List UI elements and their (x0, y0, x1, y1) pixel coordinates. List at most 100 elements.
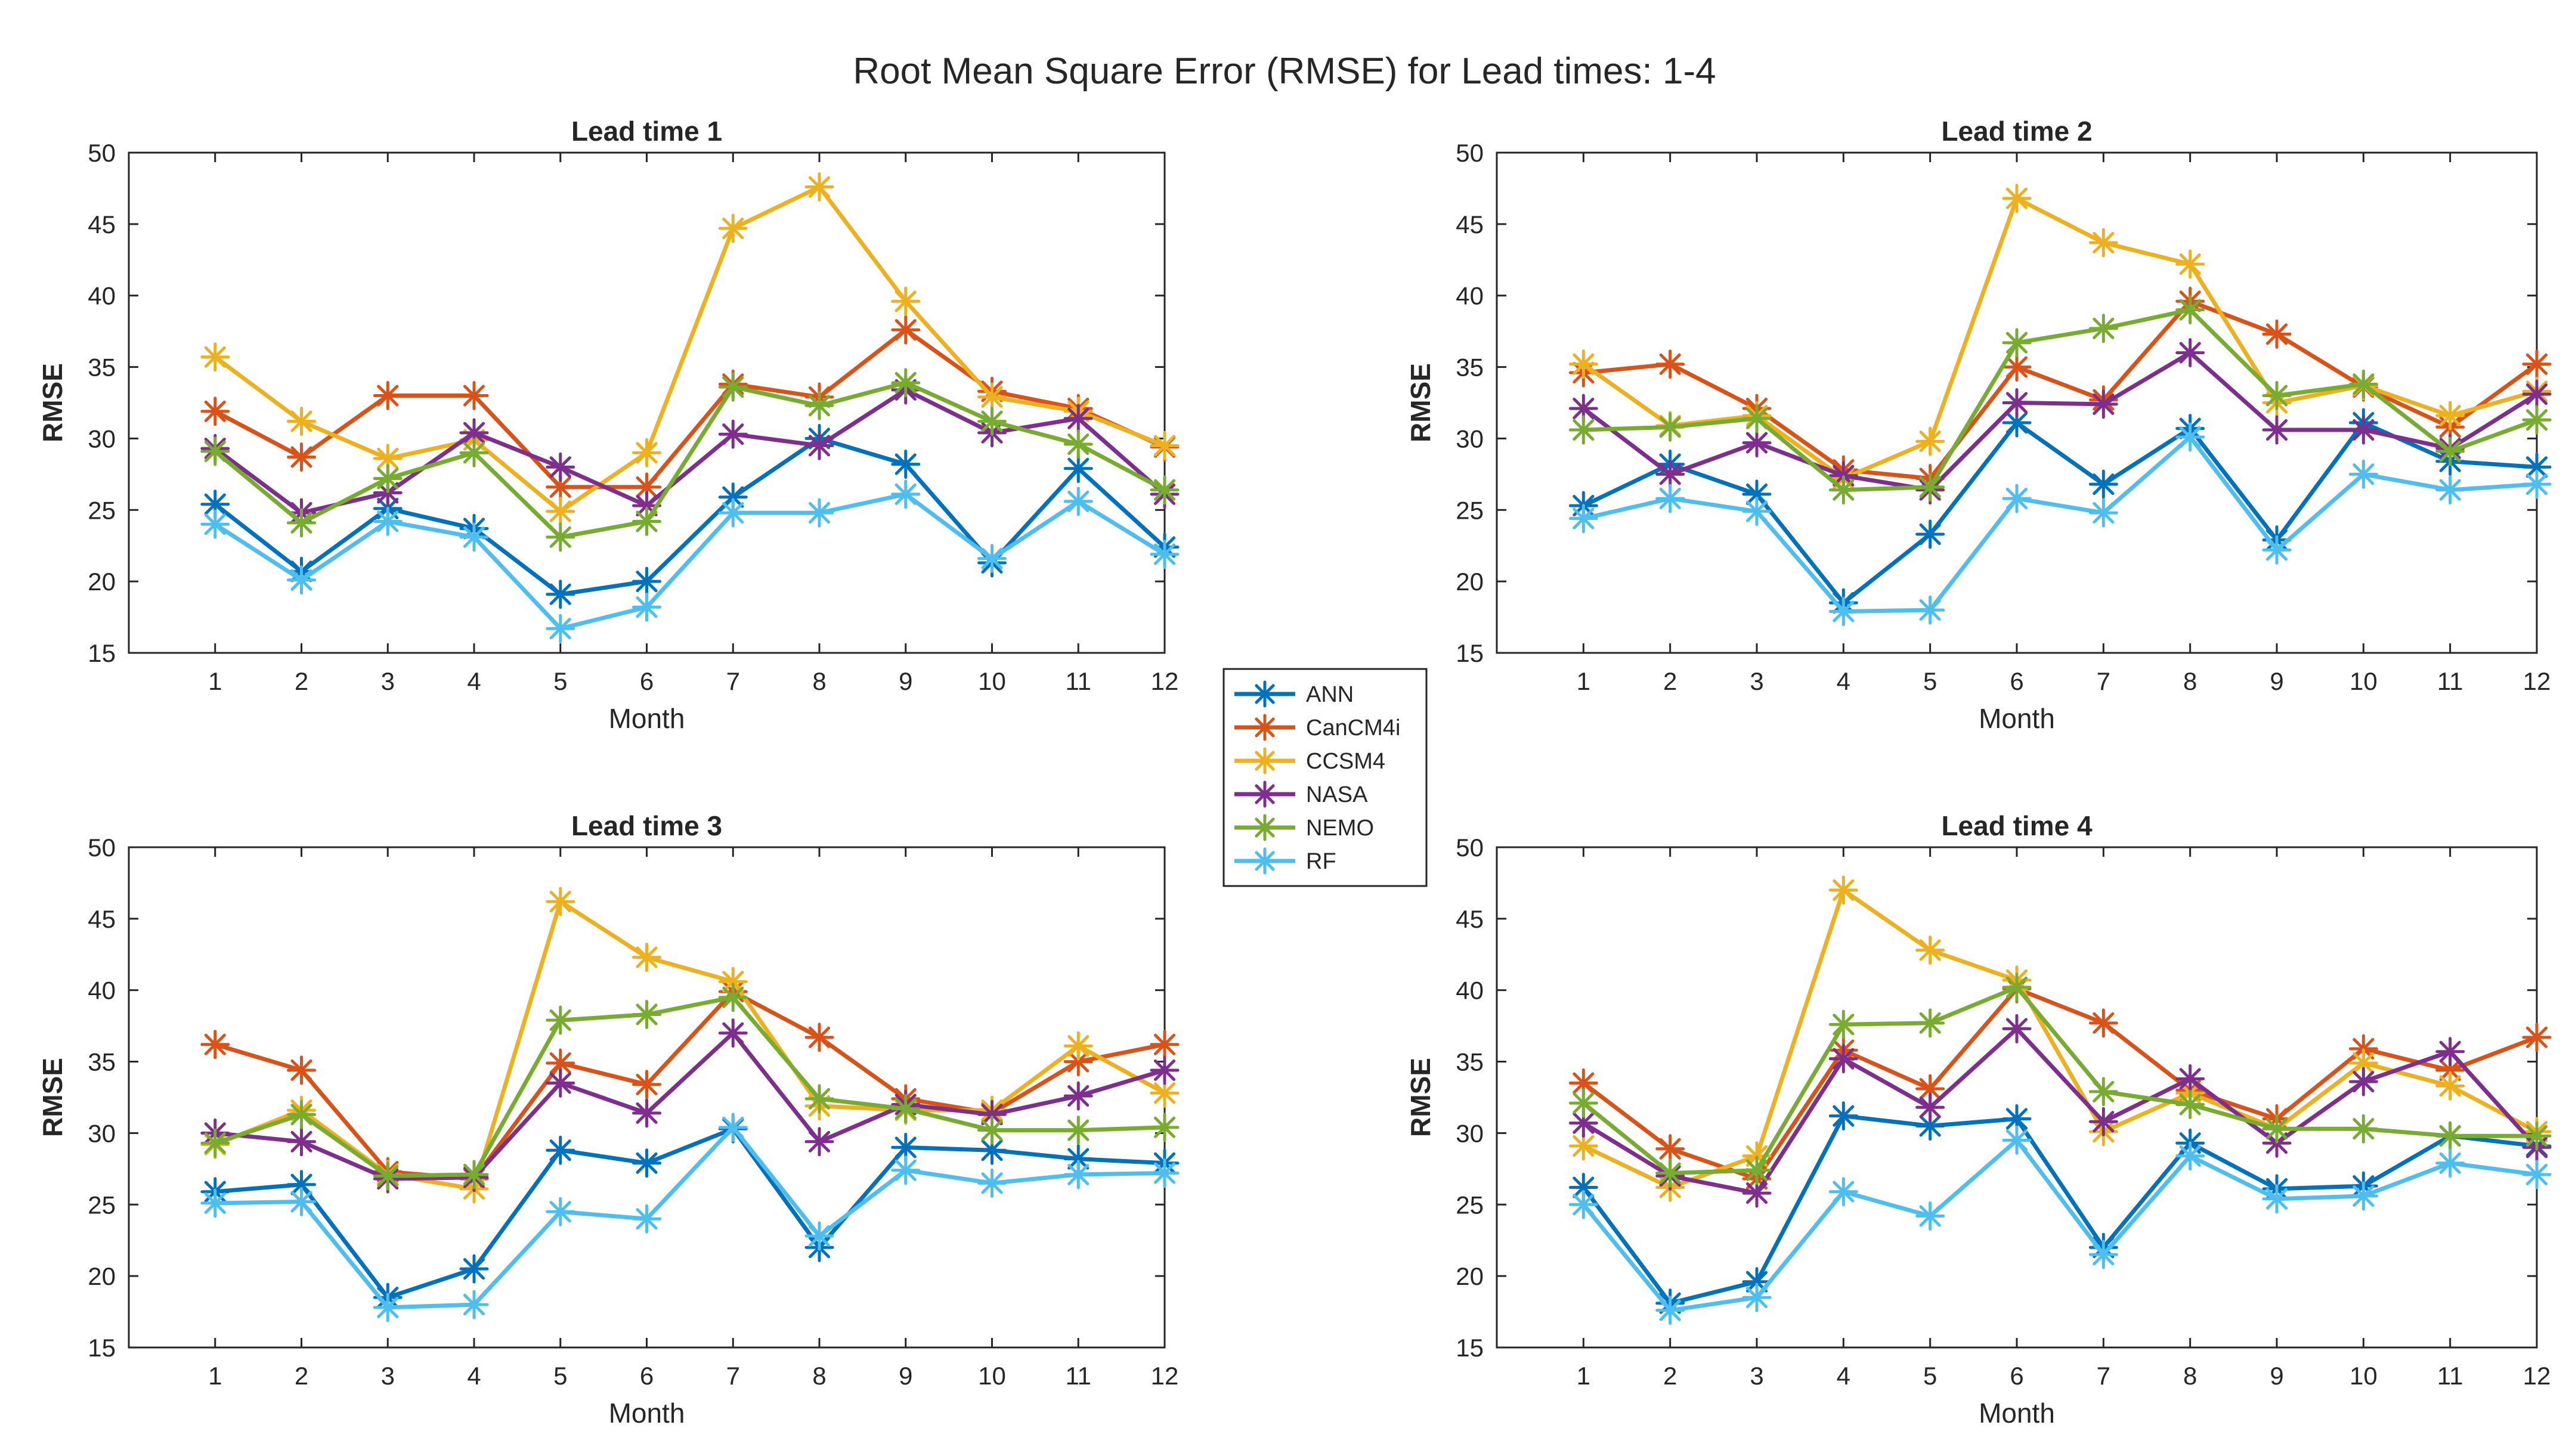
legend-entry-ccsm4[interactable]: CCSM4 (1234, 747, 1385, 775)
data-point-ccsm4 (2088, 228, 2118, 258)
data-point-nemo (632, 506, 661, 536)
data-point-nemo (2435, 436, 2465, 466)
data-point-nemo (2175, 1089, 2205, 1119)
data-point-rf (977, 544, 1007, 574)
data-point-nasa (1568, 394, 1598, 423)
series-line-nemo (213, 380, 1166, 540)
data-point-cancm4i (373, 381, 403, 411)
data-point-nemo (200, 1128, 230, 1158)
data-point-ann (1742, 479, 1772, 509)
data-point-nasa (1742, 428, 1772, 458)
y-tick-label: 15 (1456, 639, 1484, 667)
data-point-nemo (2522, 1121, 2552, 1151)
legend-label-ccsm4: CCSM4 (1306, 749, 1385, 774)
data-point-nemo (1655, 1158, 1685, 1188)
legend-entry-cancm4i[interactable]: CanCM4i (1234, 714, 1400, 741)
data-point-cancm4i (891, 315, 921, 345)
x-axis-label: Month (609, 703, 685, 734)
data-point-ccsm4 (2435, 1071, 2465, 1101)
legend-entry-rf[interactable]: RF (1234, 847, 1336, 875)
y-tick-label: 45 (1456, 210, 1484, 238)
data-point-ccsm4 (2175, 249, 2205, 279)
data-point-nasa (804, 1127, 834, 1157)
x-tick-label: 2 (295, 667, 308, 695)
x-tick-label: 7 (2097, 1362, 2110, 1390)
data-point-rf (1568, 1189, 1598, 1219)
data-point-rf (891, 479, 921, 509)
x-tick-label: 9 (2270, 1362, 2283, 1390)
data-point-rf (2262, 535, 2292, 565)
x-tick-label: 7 (726, 667, 740, 695)
data-point-nasa (718, 419, 748, 449)
series-line-ann (1581, 1114, 2537, 1306)
data-point-nemo (287, 508, 316, 538)
data-point-nasa (2175, 338, 2205, 368)
data-point-rf (1915, 1201, 1945, 1231)
x-tick-label: 8 (2183, 667, 2197, 695)
data-point-nasa (2435, 1037, 2465, 1067)
data-point-rf (2435, 1148, 2465, 1178)
data-point-nasa (1063, 404, 1093, 433)
y-tick-label: 50 (1456, 834, 1484, 862)
y-tick-label: 30 (1456, 1119, 1484, 1147)
series-cancm4i (200, 315, 1180, 502)
legend-label-rf: RF (1306, 849, 1336, 874)
data-point-cancm4i (200, 396, 230, 426)
y-tick-label: 25 (88, 496, 116, 524)
data-point-nemo (2348, 1114, 2378, 1144)
data-point-rf (2262, 1184, 2292, 1214)
x-tick-label: 6 (640, 1362, 654, 1390)
x-tick-label: 6 (2010, 667, 2023, 695)
series-line-rf (1581, 1138, 2537, 1313)
data-point-ccsm4 (1568, 349, 1598, 379)
y-tick-label: 40 (88, 977, 116, 1005)
legend-marker-ann (1251, 680, 1279, 708)
x-tick-label: 2 (1663, 1362, 1677, 1390)
data-point-nemo (459, 1160, 489, 1189)
data-point-nemo (546, 522, 575, 552)
data-point-rf (2002, 1125, 2032, 1155)
y-tick-label: 20 (1456, 568, 1484, 596)
series-rf (1568, 1125, 2552, 1325)
x-tick-label: 7 (726, 1362, 740, 1390)
x-tick-label: 9 (899, 1362, 912, 1390)
y-tick-label: 25 (1456, 496, 1484, 524)
y-tick-label: 30 (88, 425, 116, 453)
legend-marker-ccsm4 (1251, 747, 1279, 775)
data-point-rf (2348, 459, 2378, 489)
data-point-ann (1828, 1101, 1858, 1131)
legend-entry-nemo[interactable]: NEMO (1234, 814, 1374, 841)
series-rf (200, 1113, 1180, 1322)
data-point-nemo (1655, 412, 1685, 442)
legend-entry-nasa[interactable]: NASA (1234, 780, 1368, 808)
x-tick-label: 9 (899, 667, 912, 695)
x-tick-label: 1 (208, 667, 222, 695)
data-point-ann (1063, 454, 1093, 484)
data-point-rf (2348, 1181, 2378, 1211)
y-tick-label: 35 (88, 1048, 116, 1076)
data-point-cancm4i (632, 1070, 661, 1099)
y-tick-label: 20 (88, 568, 116, 596)
legend-marker-rf (1251, 847, 1279, 875)
data-point-rf (1742, 1282, 1772, 1312)
legend[interactable]: ANN CanCM4i CCSM4 NASA NEMO RF (1222, 668, 1428, 887)
x-tick-label: 10 (2350, 667, 2378, 695)
series-line-ccsm4 (1582, 888, 2538, 1189)
x-tick-label: 11 (1065, 1362, 1091, 1390)
data-point-nemo (2522, 405, 2552, 435)
y-tick-label: 35 (1456, 354, 1484, 382)
x-tick-label: 2 (295, 1362, 308, 1390)
data-point-rf (459, 522, 489, 552)
data-point-rf (1063, 1160, 1093, 1189)
series-line-nasa (1582, 351, 2538, 492)
data-point-rf (1655, 484, 1685, 513)
legend-entry-ann[interactable]: ANN (1234, 680, 1354, 708)
y-tick-label: 40 (88, 282, 116, 310)
data-point-nemo (804, 1084, 834, 1114)
series-line-rf (213, 492, 1166, 631)
data-point-ccsm4 (1915, 935, 1945, 965)
x-tick-label: 12 (1151, 667, 1179, 695)
data-point-ccsm4 (546, 887, 575, 916)
